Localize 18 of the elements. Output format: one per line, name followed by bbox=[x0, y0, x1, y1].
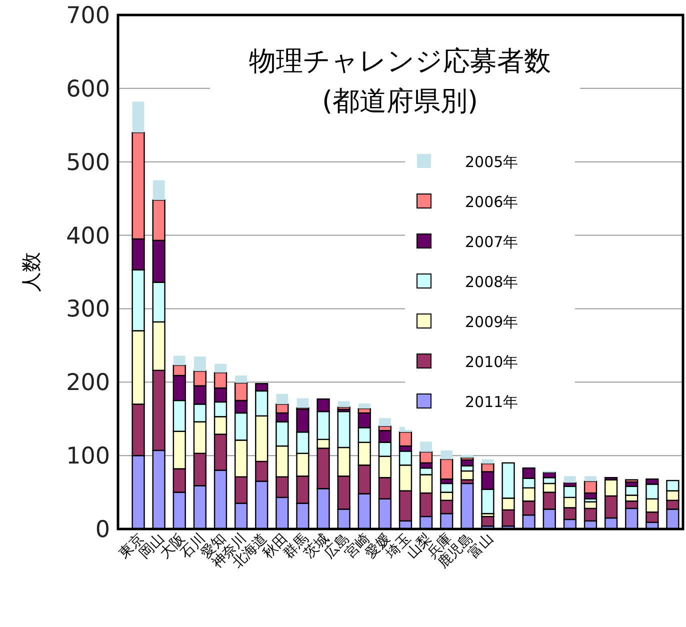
legend-label: 2006年 bbox=[465, 193, 518, 211]
legend-label: 2010年 bbox=[465, 353, 518, 371]
y-tick-label: 100 bbox=[66, 444, 110, 470]
legend-label: 2009年 bbox=[465, 313, 518, 331]
legend-label: 2005年 bbox=[465, 153, 518, 171]
y-tick-label: 600 bbox=[66, 76, 110, 102]
text: (都道府県別) bbox=[322, 86, 478, 117]
y-tick-label: 700 bbox=[66, 3, 110, 29]
legend-label: 2007年 bbox=[465, 233, 518, 251]
y-tick-label: 400 bbox=[66, 223, 110, 250]
legend-label: 2011年 bbox=[465, 393, 518, 411]
legend-label: 2008年 bbox=[465, 273, 518, 291]
y-tick-label: 500 bbox=[66, 150, 110, 176]
y-tick-label: 300 bbox=[66, 296, 110, 323]
y-tick-label: 200 bbox=[66, 370, 110, 396]
y-axis-title: 人数 bbox=[19, 252, 43, 292]
y-tick-label: 0 bbox=[95, 517, 110, 543]
text: 物理チャレンジ応募者数 bbox=[249, 46, 551, 77]
